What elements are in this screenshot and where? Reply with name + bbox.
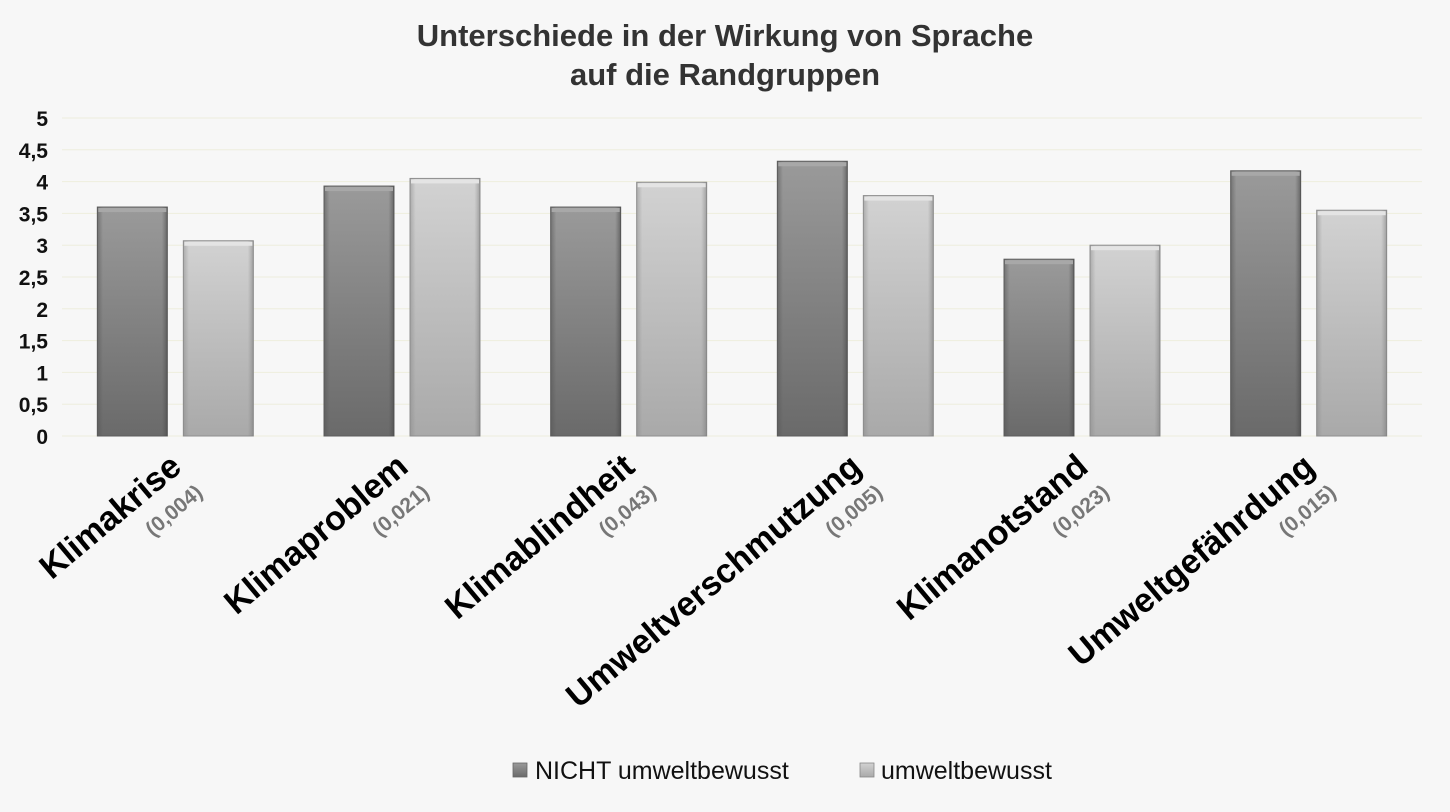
bar-bevel [1004, 259, 1074, 436]
y-tick-label: 1,5 [19, 331, 49, 354]
bars [96, 160, 1388, 437]
chart-title-line-1: Unterschiede in der Wirkung von Sprache [417, 18, 1033, 53]
bar-nicht-umweltbewusst [323, 185, 395, 437]
bar-top-highlight [98, 208, 167, 213]
bar-bevel [863, 195, 934, 436]
bar-bevel [636, 182, 707, 436]
bar-umweltbewusst [1089, 244, 1161, 437]
x-category-label: Klimakrise(0,004) [32, 447, 207, 587]
x-axis-category-labels: Klimakrise(0,004) Klimaproblem(0,021) Klim… [32, 447, 1341, 715]
bar-bevel [1090, 245, 1160, 436]
y-tick-label: 1 [36, 362, 48, 385]
category-name: Umweltgefährdung [1062, 447, 1322, 674]
bar-top-highlight [1091, 246, 1159, 251]
bar-top-highlight [325, 187, 393, 192]
y-tick-label: 3,5 [19, 203, 49, 226]
legend-label-nicht-umweltbewusst: NICHT umweltbewusst [535, 757, 789, 785]
legend-item-nicht-umweltbewusst: NICHT umweltbewusst [512, 757, 789, 785]
bar-bevel [324, 186, 394, 436]
bar-nicht-umweltbewusst [1230, 170, 1302, 437]
chart-title-line-2: auf die Randgruppen [570, 57, 880, 92]
bar-top-highlight [864, 196, 933, 201]
legend: NICHT umweltbewusst umweltbewusst [512, 757, 1052, 785]
y-tick-label: 2,5 [19, 267, 49, 290]
bar-bevel [1230, 170, 1301, 436]
x-category-label: Umweltgefährdung(0,015) [1062, 447, 1341, 674]
bar-bevel [777, 161, 848, 437]
x-category-label: Klimanotstand(0,023) [890, 447, 1114, 628]
bar-bevel [410, 178, 480, 437]
legend-label-umweltbewusst: umweltbewusst [881, 757, 1052, 785]
y-tick-label: 3 [36, 235, 48, 258]
bar-top-highlight [778, 162, 847, 167]
y-tick-label: 5 [36, 108, 48, 131]
bar-bevel [183, 240, 254, 436]
chart-title: Unterschiede in der Wirkung von Sprache … [417, 18, 1033, 92]
bar-bevel [97, 207, 168, 436]
bar-umweltbewusst [862, 195, 934, 437]
gridlines [62, 117, 1422, 437]
x-category-label: Klimaproblem(0,021) [217, 447, 434, 622]
bar-top-highlight [184, 241, 253, 246]
bar-top-highlight [551, 208, 620, 213]
bar-umweltbewusst [409, 177, 481, 437]
bar-top-highlight [1317, 211, 1386, 216]
y-tick-label: 4,5 [19, 140, 49, 163]
bar-umweltbewusst [636, 181, 708, 437]
bar-nicht-umweltbewusst [550, 206, 622, 437]
bar-bevel [1316, 210, 1387, 436]
y-tick-label: 4 [36, 172, 48, 195]
bar-top-highlight [1005, 260, 1073, 265]
bar-nicht-umweltbewusst [776, 160, 848, 437]
bar-nicht-umweltbewusst [1003, 258, 1075, 437]
bar-nicht-umweltbewusst [96, 206, 168, 437]
bar-top-highlight [637, 183, 706, 188]
bar-umweltbewusst [182, 240, 254, 437]
y-tick-label: 0 [36, 426, 48, 449]
legend-swatch-light [859, 762, 875, 778]
y-tick-label: 0,5 [19, 394, 49, 417]
bar-bevel [550, 207, 621, 436]
legend-swatch-dark [512, 762, 528, 778]
y-tick-label: 2 [36, 299, 48, 322]
bar-top-highlight [1231, 171, 1300, 176]
bar-umweltbewusst [1316, 209, 1388, 437]
bar-top-highlight [411, 179, 479, 184]
legend-item-umweltbewusst: umweltbewusst [859, 757, 1052, 785]
x-category-label: Klimablindheit(0,043) [438, 447, 661, 627]
y-axis-tick-labels: 0 0,5 1 1,5 2 2,5 3 3,5 4 4,5 5 [19, 108, 49, 449]
